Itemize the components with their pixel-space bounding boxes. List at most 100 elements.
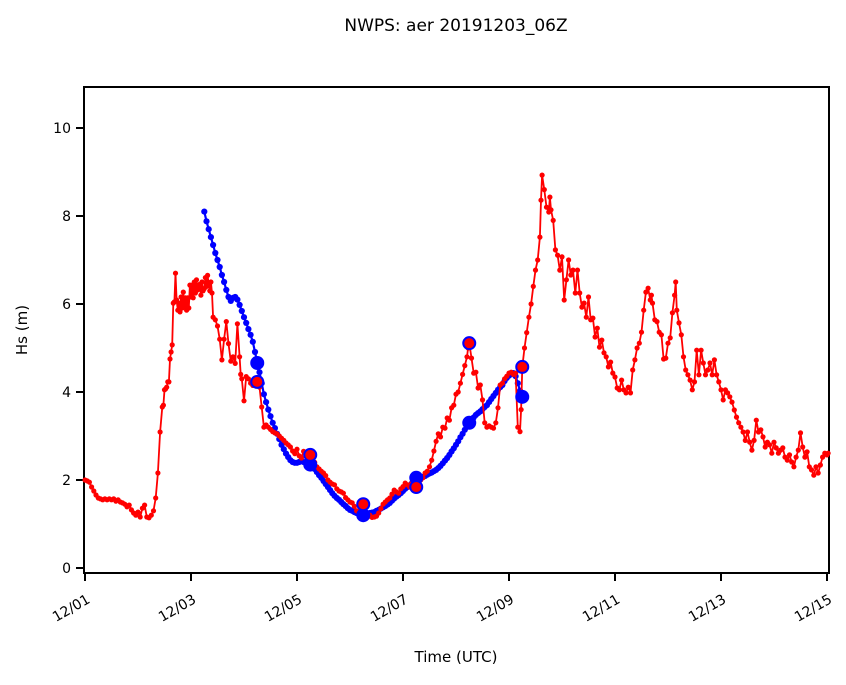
model-point — [251, 348, 259, 356]
observation-point — [230, 354, 236, 360]
model-point — [214, 256, 221, 264]
observation-point — [795, 447, 801, 453]
observation-point — [482, 420, 488, 426]
observation-point — [667, 335, 673, 341]
observation-point — [460, 371, 466, 377]
observation-point — [323, 473, 329, 479]
observation-point — [212, 317, 218, 323]
observation-point — [563, 277, 570, 283]
observation-point — [760, 434, 766, 440]
observation-point — [219, 357, 225, 363]
observation-point — [86, 479, 92, 485]
model-verification-dot — [515, 389, 530, 404]
observation-point — [91, 488, 97, 494]
model-point — [265, 406, 272, 413]
observation-point — [234, 321, 240, 327]
model-point — [207, 234, 214, 241]
observation-point — [294, 446, 300, 452]
observation-point — [632, 357, 638, 363]
observation-point — [800, 444, 806, 450]
observation-point — [673, 279, 679, 285]
observation-point — [433, 438, 439, 444]
observation-point — [767, 442, 773, 448]
observation-point — [208, 279, 214, 285]
observation-point — [663, 355, 669, 361]
y-tick-label: 6 — [62, 297, 71, 313]
observation-point — [747, 439, 753, 445]
observation-point — [535, 257, 541, 263]
model-point — [247, 331, 254, 338]
observation-point — [547, 194, 553, 200]
observation-point — [298, 455, 304, 461]
model-point — [223, 286, 230, 293]
observation-point — [517, 429, 523, 435]
observation-point — [676, 320, 682, 326]
model-point — [236, 301, 243, 308]
observation-point — [237, 354, 243, 360]
observation-point — [195, 287, 201, 293]
observation-point — [238, 371, 244, 377]
observation-verification-circle — [356, 497, 371, 512]
observation-point — [641, 307, 647, 313]
observation-point — [771, 439, 777, 445]
observation-point — [742, 437, 748, 443]
observation-point — [396, 490, 402, 496]
y-tick-label: 8 — [62, 209, 71, 225]
observation-point — [612, 374, 618, 380]
observation-point — [568, 272, 574, 278]
observation-verification-circle — [462, 336, 477, 351]
observation-point — [731, 407, 737, 413]
observation-point — [707, 360, 713, 366]
observation-point — [455, 389, 461, 395]
observation-point — [429, 457, 435, 463]
observation-point — [616, 387, 623, 393]
observation-point — [590, 315, 596, 321]
observation-point — [524, 330, 530, 336]
model-point — [245, 326, 252, 333]
model-verification-dot — [303, 457, 318, 472]
observation-point — [753, 417, 759, 423]
observation-point — [570, 267, 576, 273]
observation-point — [738, 424, 744, 430]
observation-point — [340, 490, 346, 496]
verification-markers — [250, 336, 530, 523]
observation-point — [526, 314, 532, 320]
observation-point — [166, 379, 172, 385]
observation-point — [592, 334, 598, 340]
model-point — [212, 249, 219, 257]
observation-point — [137, 514, 143, 520]
observation-point — [583, 314, 589, 320]
observation-point — [160, 402, 166, 408]
observation-verification-circle — [303, 447, 318, 462]
observation-point — [683, 367, 689, 373]
model-point — [221, 278, 228, 286]
observation-verification-circle — [250, 374, 265, 389]
observation-point — [178, 294, 184, 300]
observation-point — [623, 390, 629, 396]
observation-point — [232, 360, 238, 366]
observation-point — [169, 342, 175, 348]
observation-point — [736, 420, 742, 426]
chart-title: NWPS: aer 20191203_06Z — [344, 16, 567, 36]
x-tick-label: 12/11 — [580, 592, 623, 626]
observation-point — [820, 454, 826, 460]
observation-point — [378, 506, 384, 512]
observation-point — [495, 405, 501, 411]
observation-point — [566, 257, 572, 263]
observation-point — [636, 340, 642, 346]
observation-point — [424, 468, 430, 474]
observation-point — [376, 510, 382, 516]
observation-point — [599, 337, 605, 343]
observation-point — [559, 254, 565, 260]
observation-point — [176, 300, 182, 306]
model-point — [249, 338, 256, 345]
observation-point — [751, 437, 757, 443]
observation-point — [648, 292, 655, 298]
observation-point — [802, 454, 808, 460]
observation-point — [177, 309, 183, 315]
observation-point — [468, 355, 475, 361]
observation-point — [198, 292, 204, 298]
observation-point — [744, 429, 751, 435]
observation-point — [172, 270, 179, 276]
observation-point — [691, 379, 698, 385]
